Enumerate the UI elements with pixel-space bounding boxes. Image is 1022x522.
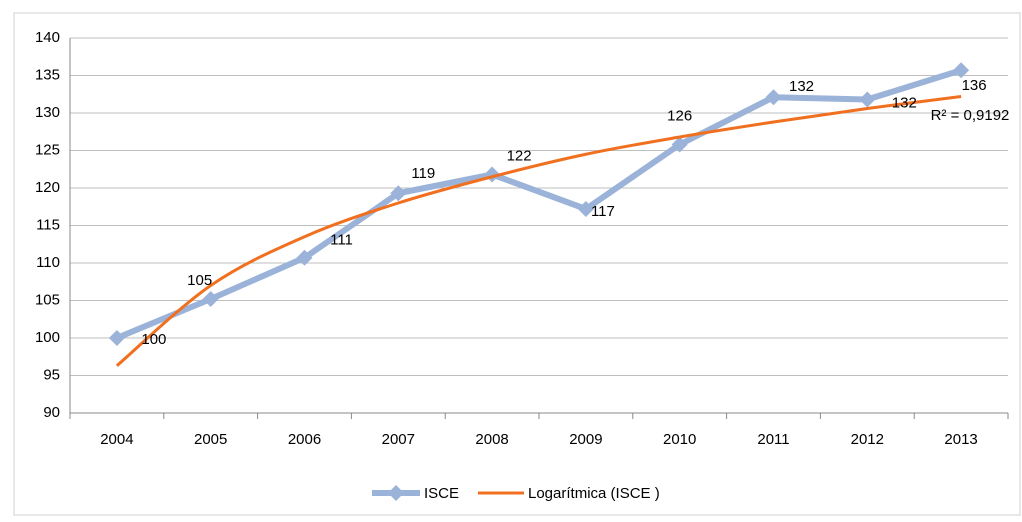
legend-marker <box>388 485 404 501</box>
y-tick-label: 105 <box>35 291 60 308</box>
series-line <box>115 67 962 341</box>
x-tick-label: 2006 <box>288 431 321 448</box>
data-label: 117 <box>591 203 615 220</box>
y-tick-label: 95 <box>43 366 60 383</box>
x-tick-label: 2004 <box>100 431 133 448</box>
y-tick-label: 100 <box>35 329 60 346</box>
y-tick-label: 125 <box>35 141 60 158</box>
marker <box>577 201 594 217</box>
data-label: 132 <box>789 78 814 95</box>
y-tick-label: 115 <box>36 216 60 233</box>
x-tick-label: 2011 <box>757 431 789 448</box>
trend-line <box>115 95 962 367</box>
x-tick-label: 2013 <box>944 431 977 448</box>
data-label: 136 <box>962 77 987 94</box>
marker <box>953 62 970 79</box>
data-label: 119 <box>411 165 435 182</box>
y-tick-label: 130 <box>35 104 60 121</box>
annotation: R² = 0,9192 <box>931 107 1010 124</box>
marker <box>765 89 782 106</box>
marker <box>671 136 688 153</box>
x-tick-label: 2010 <box>663 431 696 448</box>
marker <box>202 291 219 307</box>
y-tick-label: 120 <box>35 179 60 196</box>
y-tick-label: 90 <box>43 404 60 421</box>
marker <box>296 249 313 266</box>
marker <box>390 185 407 202</box>
y-tick-label: 110 <box>36 254 60 271</box>
data-label: 126 <box>667 107 692 124</box>
y-tick-label: 140 <box>35 29 60 46</box>
x-tick-label: 2009 <box>569 431 602 448</box>
legend-label: Logarítmica (ISCE ) <box>528 485 660 502</box>
x-tick-label: 2012 <box>851 431 884 448</box>
x-tick-label: 2005 <box>194 431 227 448</box>
y-tick-label: 135 <box>35 66 60 83</box>
legend-label: ISCE <box>424 485 459 502</box>
data-label: 132 <box>892 94 917 111</box>
x-tick-label: 2007 <box>382 431 415 448</box>
marker <box>108 330 125 346</box>
data-label: 122 <box>507 147 532 164</box>
data-label: 111 <box>330 232 353 249</box>
marker <box>859 91 876 108</box>
x-tick-label: 2008 <box>475 431 508 448</box>
data-label: 105 <box>187 272 212 289</box>
data-label: 100 <box>141 331 166 348</box>
